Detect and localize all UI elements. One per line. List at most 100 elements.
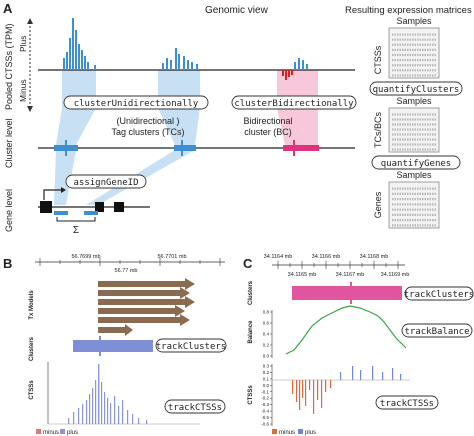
pooled-ctss-axis-label: Pooled CTSSs (TPM)	[4, 23, 14, 110]
matrix-genes-samples-label: Samples	[396, 170, 432, 180]
ctss-bar	[309, 380, 311, 390]
cluster-unidirectionally-label: clusterUnidirectionally	[74, 99, 199, 109]
ctss-bar	[82, 404, 84, 424]
panel-c-ctss-tick-label: 0.1	[263, 376, 270, 381]
panel-c-ctss-tick-label: -0.6	[261, 422, 269, 427]
panel-b-legend-plus: plus	[67, 430, 78, 436]
panel-b-cluster-bar	[73, 340, 153, 352]
matrix-genes: Samples Genes	[373, 170, 440, 229]
ctss-bar	[92, 388, 94, 424]
matrix-genes-row-label: Genes	[373, 191, 383, 218]
matrix-tcbc-row-label: TCs/BCs	[373, 112, 383, 149]
panel-b-track-clusters-button	[155, 338, 227, 353]
ctss-bar	[170, 60, 172, 70]
ctss-bar	[95, 380, 97, 424]
ctss-bar	[146, 420, 148, 424]
ctss-bar	[360, 370, 362, 380]
ctss-bar	[282, 70, 284, 76]
transcript	[98, 278, 195, 290]
ctss-bar	[72, 18, 74, 70]
panel-b-ctss-label: CTSSs	[29, 380, 35, 400]
transcript	[98, 314, 190, 326]
ctss-bar	[107, 398, 109, 424]
assign-gene-id-button	[65, 174, 147, 189]
balance-tick-label: 0.8	[263, 310, 270, 315]
tc-band-left	[56, 108, 96, 145]
ctss-bar	[132, 414, 134, 424]
plus-ctss-bars	[63, 18, 308, 70]
ctss-bar	[75, 30, 77, 70]
panel-c-legend-minus: minus	[279, 430, 295, 436]
balance-tick-label: 0.2	[263, 343, 270, 348]
ctss-bar	[94, 65, 96, 70]
cluster-level-label: Cluster level	[4, 118, 14, 168]
panel-b-letter: B	[3, 256, 12, 271]
panel-c-track-clusters-button	[404, 286, 474, 301]
panel-c-letter: C	[243, 256, 253, 271]
balance-tick-label: 0.4	[263, 332, 270, 337]
gene-tc-1	[54, 211, 68, 215]
matrix-ctss-grid	[388, 27, 440, 79]
balance-tick-label: 0.6	[263, 321, 270, 326]
tc-band-right	[158, 108, 200, 145]
matrix-ctss-row-label: CTSSs	[373, 45, 383, 74]
ctss-bar	[294, 62, 296, 70]
bc-label-line2: cluster (BC)	[244, 127, 292, 137]
ctss-bar	[330, 380, 332, 388]
panel-b: B 56.7699 mb 56.7701 mb 56.77 mb Tx Mode…	[3, 254, 227, 436]
ctss-bar	[118, 406, 120, 424]
tss-arrow	[43, 189, 62, 200]
ctss-bar	[114, 396, 116, 424]
ctss-bar	[325, 380, 327, 392]
gene-model: Σ	[40, 187, 124, 236]
ctss-bar	[352, 366, 354, 380]
panel-c-coord-5: 34.1167 mb	[336, 272, 365, 278]
ctss-bar	[285, 70, 287, 80]
panel-c-coord-6: 34.1169 mb	[381, 272, 410, 278]
ctss-bar	[89, 394, 91, 424]
transcript	[98, 324, 133, 336]
panel-c-plus-ctss-bars	[340, 366, 402, 380]
panel-b-legend-plus-swatch	[60, 429, 65, 434]
ctss-bar	[68, 418, 70, 424]
panel-c-track-ctss-button	[375, 395, 439, 410]
ctss-bar	[104, 392, 106, 424]
tag-cluster-2-peak	[181, 140, 183, 156]
matrix-tcbc-grid	[388, 107, 440, 153]
sigma-symbol: Σ	[73, 225, 79, 236]
ctss-bar	[340, 372, 342, 380]
panel-c-ctss-tick-label: -0.2	[261, 396, 269, 401]
matrix-tcbc: Samples TCs/BCs	[373, 96, 440, 153]
balance-line	[285, 305, 407, 355]
quantify-genes-button	[371, 155, 461, 170]
gene-tc-2	[84, 211, 98, 215]
panel-c-ctss-ticks: 0.30.20.1 0.0-0.1 -0.2-0.3 -0.4-0.5 -0.6	[261, 364, 272, 427]
ctss-bar	[84, 56, 86, 70]
ctss-bar	[101, 382, 103, 424]
minus-ctss-bars	[282, 70, 293, 80]
cluster-bidirectionally-button	[231, 95, 357, 110]
ctss-bar	[187, 60, 189, 70]
sum-bracket	[56, 217, 96, 222]
ctss-bar	[122, 400, 124, 424]
panel-b-coord-2: 56.7701 mb	[157, 254, 186, 260]
tag-cluster-1-peak	[65, 140, 67, 156]
ctss-bar	[291, 70, 293, 75]
panel-c-ctss-tick-label: 0.2	[263, 370, 270, 375]
panel-c-ctss-label: CTSSs	[248, 385, 254, 405]
cluster-bidirectionally-label: clusterBidirectionally	[234, 99, 354, 109]
gene-level-label: Gene level	[4, 189, 14, 232]
ctss-bar	[288, 70, 290, 77]
ctss-bar	[298, 58, 300, 70]
panel-c-ruler-ticks	[277, 261, 399, 269]
ctss-bar	[317, 380, 319, 400]
panel-b-plus-ctss-bars	[68, 364, 148, 424]
panel-c-legend-minus-swatch	[272, 429, 277, 434]
bidirectional-cluster	[283, 145, 319, 151]
ctss-bar	[372, 366, 374, 380]
panel-c-track-balance-button	[401, 323, 473, 338]
panel-c-minus-ctss-bars	[292, 380, 332, 414]
panel-c-ctss-tick-label: -0.4	[261, 409, 269, 414]
assign-gene-id-label: assignGeneID	[73, 178, 138, 188]
